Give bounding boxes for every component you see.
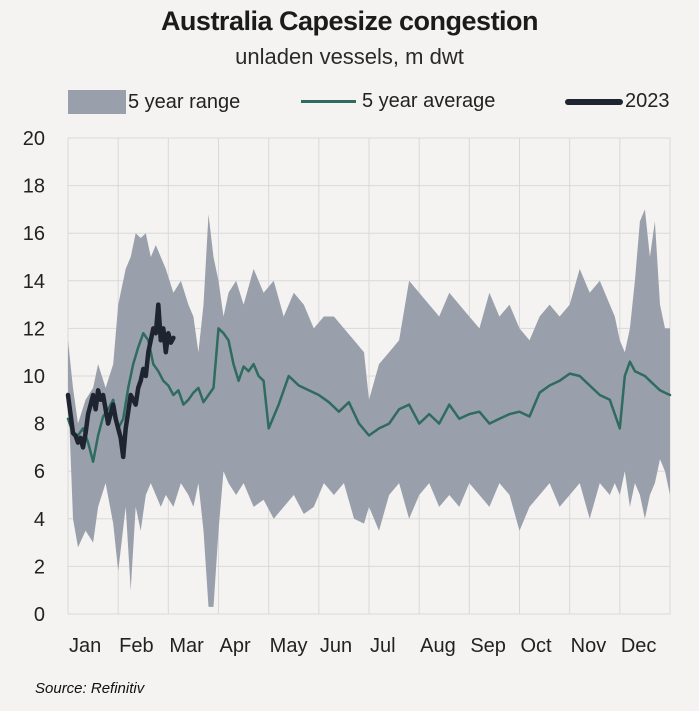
- legend-swatch-2023: [565, 98, 623, 105]
- series-2023: [65, 302, 176, 460]
- x-tick-label: May: [270, 635, 308, 657]
- x-tick-label: Jul: [370, 635, 396, 657]
- y-tick-label: 0: [34, 604, 45, 626]
- y-tick-label: 6: [34, 461, 45, 483]
- legend-swatch-range: [68, 90, 126, 114]
- x-tick-label: Apr: [220, 635, 251, 657]
- legend-label-range: 5 year range: [128, 90, 241, 113]
- y-tick-label: 12: [23, 318, 45, 340]
- chart-subtitle: unladen vessels, m dwt: [235, 44, 464, 69]
- x-tick-label: Sep: [470, 635, 506, 657]
- series-5-year-range: [68, 209, 670, 607]
- legend-item-average: 5 year average: [301, 90, 495, 113]
- source-note: Source: Refinitiv: [35, 680, 145, 697]
- y-tick-label: 2: [34, 556, 45, 578]
- legend-swatch-average: [301, 100, 356, 103]
- series-5-year-average: [66, 327, 672, 463]
- y-tick-label: 10: [23, 366, 45, 388]
- legend-item-2023: 2023: [565, 90, 670, 113]
- legend: 5 year range 5 year average 2023: [0, 90, 699, 118]
- x-tick-label: Jun: [320, 635, 352, 657]
- x-tick-label: Feb: [119, 635, 153, 657]
- x-tick-label: Aug: [420, 635, 456, 657]
- legend-item-range: 5 year range: [68, 90, 240, 114]
- x-tick-label: Nov: [571, 635, 607, 657]
- y-tick-label: 14: [23, 271, 45, 293]
- y-tick-label: 16: [23, 223, 45, 245]
- y-tick-label: 20: [23, 128, 45, 150]
- legend-label-average: 5 year average: [362, 90, 496, 112]
- x-tick-label: Dec: [621, 635, 657, 657]
- y-tick-label: 4: [34, 509, 45, 531]
- x-tick-label: Mar: [169, 635, 204, 657]
- chart-title: Australia Capesize congestion: [160, 6, 539, 36]
- y-tick-label: 18: [23, 176, 45, 198]
- y-tick-label: 8: [34, 414, 45, 436]
- x-tick-label: Jan: [69, 635, 101, 657]
- legend-label-2023: 2023: [625, 90, 670, 112]
- x-tick-label: Oct: [521, 635, 553, 657]
